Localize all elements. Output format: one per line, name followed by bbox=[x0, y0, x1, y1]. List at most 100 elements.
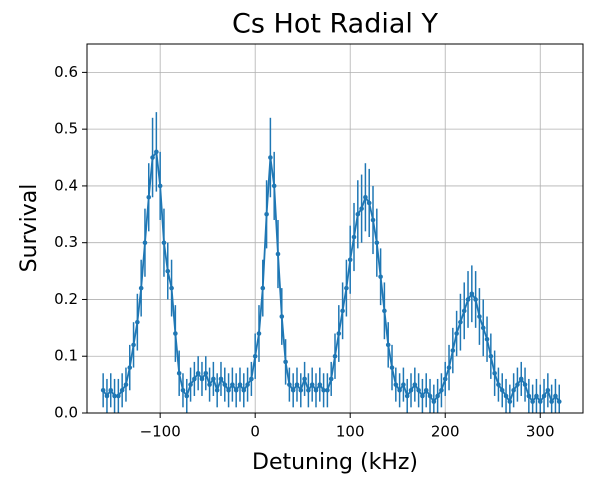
y-tick-label: 0.3 bbox=[54, 233, 78, 251]
data-point bbox=[138, 285, 144, 291]
data-point bbox=[180, 387, 186, 393]
data-point bbox=[249, 376, 254, 382]
data-point bbox=[374, 240, 380, 245]
data-point bbox=[268, 155, 273, 160]
data-point bbox=[116, 393, 121, 399]
data-point bbox=[488, 353, 494, 359]
data-point bbox=[340, 308, 345, 314]
data-point bbox=[245, 382, 250, 387]
data-point bbox=[184, 393, 190, 399]
data-point bbox=[427, 393, 433, 399]
data-point bbox=[222, 382, 228, 387]
data-point bbox=[309, 382, 315, 387]
data-point bbox=[442, 376, 448, 382]
data-point bbox=[553, 393, 558, 399]
data-point bbox=[287, 382, 292, 387]
data-point bbox=[431, 399, 437, 404]
data-point bbox=[131, 342, 136, 348]
x-tick-label: 300 bbox=[526, 423, 555, 441]
data-point bbox=[302, 376, 307, 382]
x-axis-label: Detuning (kHz) bbox=[252, 450, 418, 475]
data-point bbox=[264, 212, 269, 217]
data-point bbox=[332, 353, 338, 359]
data-point bbox=[450, 348, 456, 353]
data-point bbox=[344, 285, 349, 291]
data-point bbox=[294, 382, 300, 387]
plot-area bbox=[100, 112, 562, 413]
data-point bbox=[366, 200, 372, 206]
data-point bbox=[496, 382, 501, 387]
x-tick-label: 0 bbox=[250, 423, 260, 441]
data-point bbox=[100, 387, 106, 393]
y-tick-label: 0.4 bbox=[54, 176, 78, 194]
data-point bbox=[237, 382, 243, 387]
data-point bbox=[503, 393, 509, 399]
x-tick-label: 200 bbox=[431, 423, 460, 441]
data-point bbox=[534, 393, 539, 399]
data-point bbox=[515, 382, 520, 387]
data-point bbox=[530, 399, 535, 404]
data-point bbox=[256, 331, 262, 336]
data-point bbox=[260, 285, 266, 291]
y-tick-label: 0.6 bbox=[54, 63, 78, 81]
data-point bbox=[192, 376, 197, 382]
data-point bbox=[355, 212, 361, 217]
data-point bbox=[423, 387, 429, 393]
data-point bbox=[378, 274, 383, 280]
y-tick-label: 0.5 bbox=[54, 120, 78, 138]
x-tick-label: 100 bbox=[336, 423, 365, 441]
data-point bbox=[157, 183, 163, 189]
data-point bbox=[283, 359, 288, 365]
data-point bbox=[522, 382, 528, 387]
data-point bbox=[230, 382, 235, 387]
data-point bbox=[150, 155, 155, 160]
data-point bbox=[214, 387, 220, 393]
axes-frame bbox=[86, 43, 584, 414]
data-point bbox=[154, 149, 159, 155]
data-point bbox=[518, 376, 524, 382]
data-point bbox=[207, 382, 212, 387]
data-point bbox=[123, 382, 129, 387]
data-point bbox=[435, 393, 440, 399]
data-point bbox=[351, 234, 357, 240]
data-point bbox=[499, 387, 505, 393]
data-point bbox=[412, 382, 418, 387]
data-point bbox=[176, 370, 182, 376]
data-point bbox=[161, 240, 167, 245]
data-point bbox=[211, 376, 216, 382]
data-point bbox=[199, 376, 205, 382]
data-point bbox=[393, 382, 399, 387]
data-point bbox=[454, 331, 459, 336]
data-point bbox=[461, 308, 467, 314]
data-point bbox=[363, 194, 368, 200]
data-point bbox=[382, 308, 387, 314]
data-point bbox=[359, 206, 364, 211]
data-point bbox=[408, 387, 414, 393]
data-point bbox=[416, 387, 421, 393]
data-point bbox=[321, 387, 326, 393]
data-point bbox=[397, 387, 402, 393]
data-point bbox=[325, 387, 330, 393]
data-point bbox=[317, 382, 323, 387]
data-point bbox=[389, 365, 395, 370]
data-point bbox=[306, 387, 311, 393]
data-point bbox=[218, 376, 224, 382]
data-point bbox=[290, 387, 296, 393]
data-point bbox=[537, 399, 543, 404]
data-point bbox=[328, 376, 334, 382]
data-point bbox=[469, 291, 475, 297]
data-point bbox=[104, 393, 110, 399]
data-point bbox=[252, 353, 258, 359]
data-point bbox=[165, 268, 171, 274]
data-point bbox=[142, 240, 148, 245]
data-point bbox=[336, 331, 342, 336]
data-point bbox=[507, 399, 513, 404]
data-point bbox=[241, 387, 247, 393]
chart-title: Cs Hot Radial Y bbox=[232, 9, 438, 40]
data-point bbox=[173, 331, 178, 336]
data-point bbox=[492, 370, 497, 376]
y-tick-label: 0.0 bbox=[54, 404, 78, 422]
data-point bbox=[511, 387, 516, 393]
data-point bbox=[146, 194, 152, 200]
